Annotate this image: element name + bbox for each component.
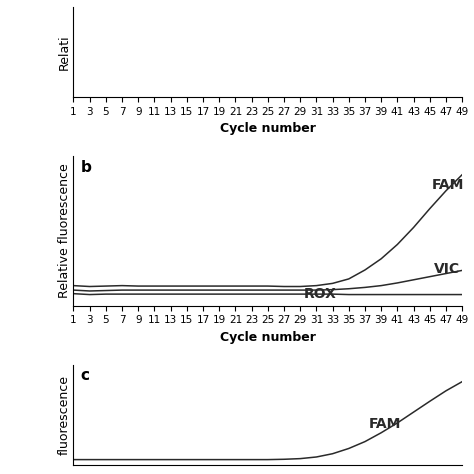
X-axis label: Cycle number: Cycle number [220,331,316,344]
Text: FAM: FAM [369,418,401,431]
Text: c: c [81,368,90,383]
Text: FAM: FAM [431,178,464,192]
Y-axis label: Relative fluorescence: Relative fluorescence [58,164,71,298]
Text: ROX: ROX [304,287,337,301]
Y-axis label: Relati: Relati [58,34,71,70]
Text: VIC: VIC [434,262,460,276]
Y-axis label: fluorescence: fluorescence [58,374,71,455]
Text: b: b [81,160,91,175]
X-axis label: Cycle number: Cycle number [220,122,316,135]
